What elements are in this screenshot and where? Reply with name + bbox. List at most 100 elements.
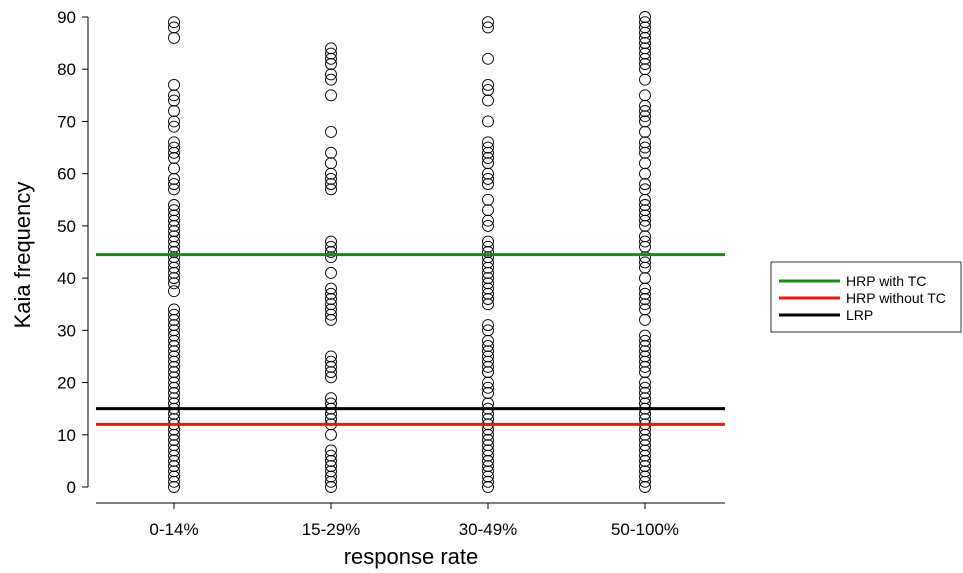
data-point — [639, 214, 651, 227]
data-point — [168, 183, 180, 196]
data-point — [639, 105, 651, 117]
data-point — [639, 63, 651, 76]
data-point — [325, 470, 337, 483]
data-point — [168, 366, 180, 379]
data-point — [325, 475, 337, 488]
data-point — [168, 146, 180, 159]
data-point — [482, 157, 494, 170]
data-point — [168, 303, 180, 316]
data-point — [482, 444, 494, 457]
data-point — [482, 475, 494, 488]
data-point — [639, 73, 651, 86]
data-point — [482, 167, 494, 180]
data-point — [639, 115, 651, 128]
data-point — [325, 47, 337, 60]
data-point — [168, 209, 180, 222]
data-point — [482, 345, 494, 358]
data-point — [325, 428, 337, 441]
data-point — [325, 240, 337, 253]
data-point — [168, 251, 180, 264]
data-point — [639, 146, 651, 159]
data-point — [168, 16, 180, 29]
data-point — [168, 172, 180, 185]
data-point — [325, 371, 337, 384]
data-point — [639, 251, 651, 264]
data-point — [639, 465, 651, 478]
data-point — [639, 460, 651, 473]
data-point — [639, 272, 651, 285]
data-point — [325, 298, 337, 311]
data-point — [639, 360, 651, 373]
data-point — [639, 381, 651, 394]
data-point — [639, 313, 651, 326]
data-point — [639, 219, 651, 232]
data-point — [168, 350, 180, 363]
data-point — [482, 266, 494, 279]
data-point — [482, 21, 494, 34]
y-tick-label: 0 — [67, 478, 76, 497]
data-point — [168, 214, 180, 227]
data-point — [168, 392, 180, 405]
data-point — [168, 439, 180, 452]
data-point — [482, 324, 494, 337]
data-point — [482, 287, 494, 300]
data-point — [168, 465, 180, 478]
data-point — [639, 449, 651, 462]
data-point — [325, 308, 337, 321]
data-point — [482, 16, 494, 29]
data-point — [168, 94, 180, 107]
data-point — [639, 329, 651, 342]
data-point — [168, 89, 180, 102]
data-point — [168, 115, 180, 128]
data-point — [325, 235, 337, 248]
data-point — [168, 256, 180, 269]
data-point — [325, 303, 337, 316]
y-tick-label: 20 — [57, 374, 76, 393]
data-point — [482, 78, 494, 91]
data-point — [639, 256, 651, 269]
data-point — [639, 199, 651, 211]
data-point — [168, 266, 180, 279]
data-point — [639, 16, 651, 29]
data-point — [482, 360, 494, 373]
data-point — [482, 376, 494, 389]
data-point — [639, 439, 651, 452]
data-point — [639, 136, 651, 149]
data-point — [639, 350, 651, 363]
legend-label: LRP — [846, 307, 873, 323]
data-point — [639, 167, 651, 180]
data-point — [325, 89, 337, 102]
data-point — [639, 11, 651, 23]
x-tick-label: 15-29% — [302, 520, 361, 539]
x-axis-title: response rate — [344, 544, 479, 569]
data-point — [639, 392, 651, 405]
data-point — [168, 434, 180, 446]
data-point — [482, 319, 494, 332]
data-point — [168, 381, 180, 394]
data-point — [482, 460, 494, 473]
data-point — [482, 214, 494, 227]
data-point — [639, 454, 651, 467]
data-point — [325, 58, 337, 70]
data-point — [168, 376, 180, 389]
x-tick-label: 30-49% — [459, 520, 518, 539]
data-point — [325, 350, 337, 363]
data-point — [482, 136, 494, 149]
y-axis: 0 10 20 30 40 50 60 70 80 90 — [57, 8, 89, 497]
data-point — [639, 209, 651, 222]
data-point — [639, 183, 651, 196]
data-point — [168, 308, 180, 321]
data-point — [482, 240, 494, 253]
data-point — [168, 428, 180, 441]
data-point — [168, 334, 180, 347]
data-point — [482, 84, 494, 97]
x-tick-label: 50-100% — [611, 520, 679, 539]
data-point — [325, 360, 337, 373]
data-point — [168, 235, 180, 248]
data-point — [639, 293, 651, 305]
data-point — [168, 454, 180, 467]
data-point — [639, 334, 651, 347]
data-point — [168, 230, 180, 243]
data-point — [639, 287, 651, 300]
data-point — [325, 481, 337, 493]
